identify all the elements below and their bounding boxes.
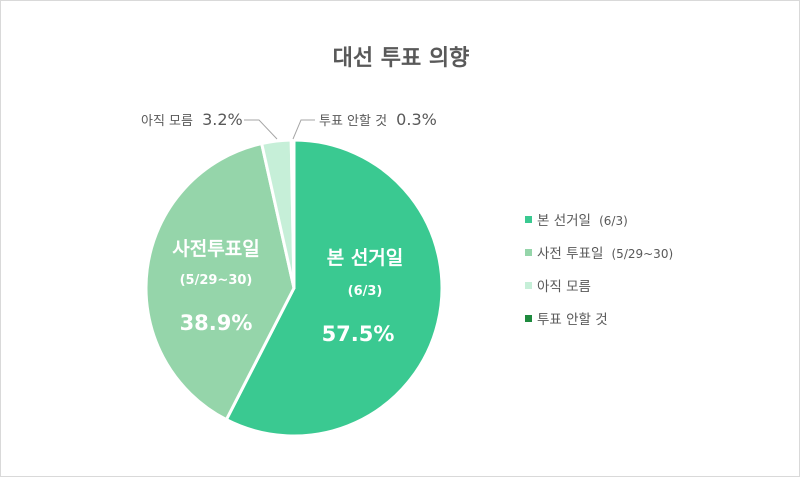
legend-item-early-voting: 사전 투표일 (5/29~30) bbox=[537, 243, 673, 262]
slice-value-election-day: 57.5% bbox=[322, 322, 395, 346]
pie-slices bbox=[144, 138, 444, 438]
legend-swatch-early-voting bbox=[525, 249, 532, 256]
outside-label-undecided: 아직 모름 3.2% bbox=[141, 110, 243, 129]
legend-swatch-election-day bbox=[525, 216, 532, 223]
slice-sublabel-early-voting: (5/29~30) bbox=[180, 273, 253, 288]
slice-sublabel-election-day: (6/3) bbox=[348, 284, 383, 299]
leader-line-not-voting bbox=[292, 119, 315, 140]
leader-line-undecided bbox=[244, 119, 278, 140]
legend-swatch-undecided bbox=[525, 282, 532, 289]
slice-label-early-voting: 사전투표일 bbox=[172, 238, 259, 260]
legend-item-election-day: 본 선거일 (6/3) bbox=[537, 210, 628, 229]
slice-not-voting bbox=[289, 138, 296, 290]
legend-item-not-voting: 투표 안할 것 bbox=[537, 312, 608, 328]
slice-election-day bbox=[224, 138, 444, 438]
legend-swatch-not-voting bbox=[525, 315, 532, 322]
legend-item-undecided: 아직 모름 bbox=[537, 279, 591, 295]
slice-label-election-day: 본 선거일 bbox=[327, 247, 404, 269]
chart-title: 대선 투표 의향 bbox=[333, 46, 470, 71]
slice-early-voting bbox=[144, 142, 296, 422]
slice-value-early-voting: 38.9% bbox=[180, 311, 253, 335]
legend: 본 선거일 (6/3) 사전 투표일 (5/29~30) 아직 모름 투표 안할… bbox=[525, 210, 673, 328]
outside-label-not-voting: 투표 안할 것 0.3% bbox=[319, 110, 437, 129]
